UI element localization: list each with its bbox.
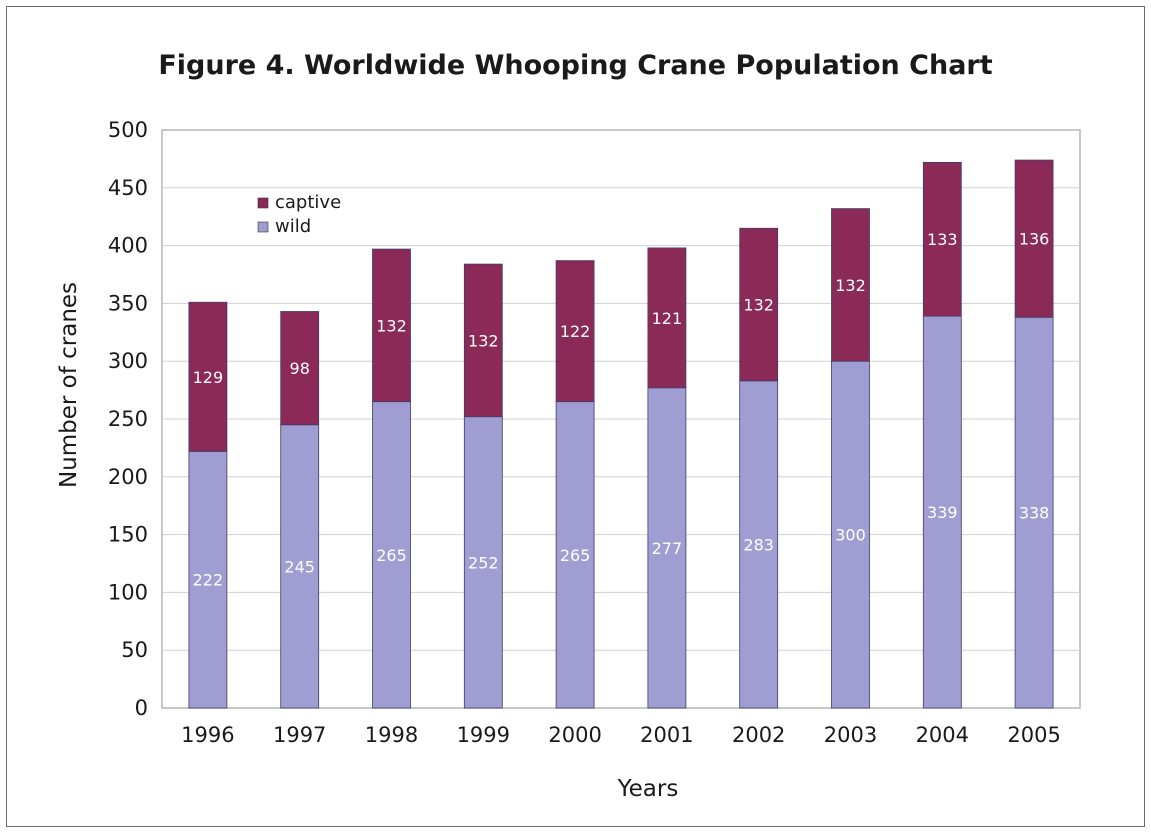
data-label-captive: 132: [835, 276, 866, 295]
x-tick-label: 1998: [365, 723, 418, 747]
y-tick-label: 300: [108, 349, 148, 373]
data-label-captive: 129: [193, 368, 224, 387]
data-label-wild: 245: [284, 557, 315, 576]
x-tick-label: 2000: [548, 723, 601, 747]
y-tick-label: 150: [108, 523, 148, 547]
bar-captive: [922, 161, 962, 317]
x-tick-label: 2004: [916, 723, 969, 747]
data-label-wild: 283: [743, 535, 774, 554]
data-label-captive: 132: [468, 331, 499, 350]
bar-wild: [280, 424, 320, 709]
data-label-wild: 252: [468, 553, 499, 572]
bars: [188, 159, 1054, 709]
y-tick-label: 350: [108, 291, 148, 315]
axis-ticks: 0 50 100 150 200 250 300 350 400 450 500 1996 1997 19…: [108, 118, 1061, 747]
bar-wild: [555, 401, 595, 709]
data-label-captive: 133: [927, 230, 958, 249]
chart-title: Figure 4. Worldwide Whooping Crane Popul…: [158, 50, 993, 81]
y-tick-label: 100: [108, 580, 148, 604]
legend-swatch-wild: [257, 221, 269, 233]
y-tick-label: 500: [108, 118, 148, 142]
bar-captive: [1014, 159, 1054, 318]
data-label-captive: 122: [560, 322, 591, 341]
legend-swatch-captive: [257, 197, 269, 209]
x-tick-label: 1997: [273, 723, 326, 747]
bar-captive: [372, 248, 411, 403]
bar-captive: [188, 301, 228, 452]
bar-wild: [739, 380, 779, 709]
x-tick-label: 2001: [640, 723, 693, 747]
x-tick-label: 2005: [1007, 723, 1060, 747]
y-tick-label: 0: [135, 696, 148, 720]
bar-captive: [739, 227, 779, 382]
y-tick-label: 50: [121, 638, 148, 662]
bar-wild: [1014, 316, 1054, 709]
x-tick-label: 2002: [732, 723, 785, 747]
y-tick-label: 450: [108, 176, 148, 200]
data-labels: 222 129 245 98 265 132 252 132 265 122 277 121 283 13…: [193, 230, 1050, 590]
data-label-captive: 121: [652, 309, 683, 328]
legend-label-wild: wild: [275, 216, 311, 237]
bar-captive: [647, 247, 687, 389]
y-tick-label: 400: [108, 234, 148, 258]
data-label-captive: 132: [376, 316, 407, 335]
legend: captive wild: [257, 192, 341, 237]
x-tick-label: 1996: [181, 723, 234, 747]
x-tick-label: 1999: [457, 723, 510, 747]
bar-captive: [463, 263, 503, 418]
bar-wild: [831, 360, 870, 709]
data-label-wild: 222: [193, 571, 224, 590]
y-tick-label: 250: [108, 407, 148, 431]
data-label-captive: 98: [290, 359, 310, 378]
bar-captive: [280, 311, 320, 426]
y-axis-label: Number of cranes: [56, 282, 82, 488]
x-axis-label: Years: [617, 776, 679, 802]
x-tick-label: 2003: [824, 723, 877, 747]
data-label-wild: 265: [560, 546, 591, 565]
bar-captive: [831, 208, 870, 362]
bar-wild: [922, 315, 962, 709]
legend-label-captive: captive: [275, 192, 341, 213]
bar-wild: [372, 401, 411, 709]
data-label-wild: 339: [927, 503, 958, 522]
data-label-wild: 265: [376, 546, 407, 565]
y-tick-label: 200: [108, 465, 148, 489]
bar-captive: [555, 260, 595, 403]
data-label-captive: 132: [743, 296, 774, 315]
data-label-wild: 338: [1019, 504, 1050, 523]
data-label-captive: 136: [1019, 230, 1050, 249]
bar-wild: [647, 387, 687, 709]
data-label-wild: 277: [652, 539, 683, 558]
data-label-wild: 300: [835, 526, 866, 545]
